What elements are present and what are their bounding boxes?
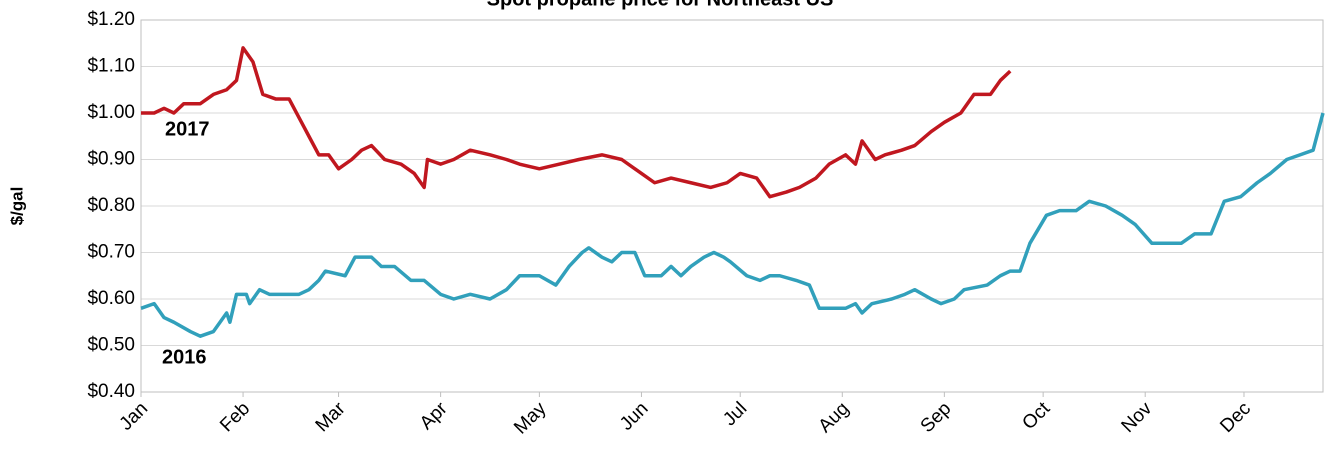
y-tick-label: $1.20 (87, 9, 135, 30)
x-tick-label: May (510, 398, 551, 439)
y-tick-label: $0.90 (87, 149, 135, 170)
y-tick-label: $0.40 (87, 381, 135, 402)
x-tick-label: Jan (116, 398, 153, 435)
x-tick-label: Jun (616, 398, 653, 435)
x-tick-label: Mar (312, 398, 350, 436)
x-tick-label: Jul (719, 398, 751, 430)
y-tick-label: $1.10 (87, 56, 135, 77)
y-tick-label: $0.60 (87, 288, 135, 309)
x-tick-label: Oct (1018, 398, 1054, 434)
x-tick-label: Sep (917, 398, 956, 437)
line (141, 46, 1012, 199)
y-tick-label: $0.70 (87, 242, 135, 263)
series-label: 2017 (165, 118, 210, 140)
y-tick-label: $0.50 (87, 335, 135, 356)
plot-border (140, 19, 1324, 393)
y-axis-label: $/gal (7, 187, 26, 226)
x-tick-label: Dec (1216, 398, 1255, 437)
chart-title: Spot propane price for Northeast US (487, 0, 834, 10)
x-tick-label: Apr (416, 398, 452, 434)
x-tick-label: Nov (1118, 398, 1157, 437)
x-tick-label: Aug (815, 398, 854, 437)
x-tick-label: Feb (216, 398, 254, 436)
line (140, 112, 1325, 338)
y-tick-label: $1.00 (87, 102, 135, 123)
y-tick-label: $0.80 (87, 195, 135, 216)
series-label: 2016 (162, 346, 207, 368)
